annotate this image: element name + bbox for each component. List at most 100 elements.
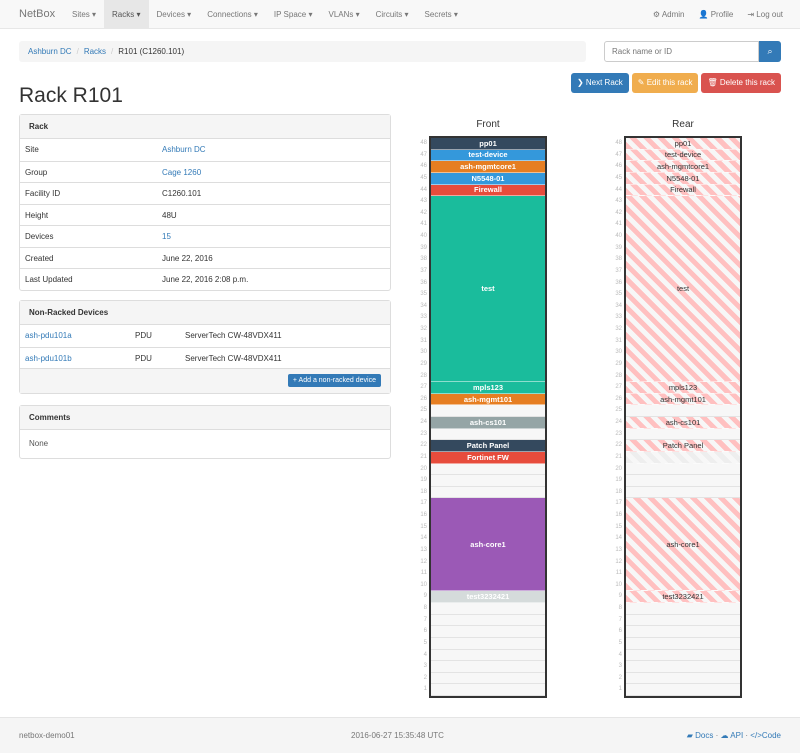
navbar: NetBox Sites ▾ Racks ▾ Devices ▾ Connection…	[0, 0, 800, 29]
rack-unit	[626, 615, 740, 627]
nav-right-item[interactable]: 👤 Profile	[698, 10, 734, 19]
unit-number: 22	[615, 442, 622, 449]
non-racked-panel: Non-Racked Devices ash-pdu101a PDU ServerT…	[19, 300, 391, 394]
api-link[interactable]: API	[730, 731, 744, 740]
unit-number: 18	[615, 488, 622, 495]
unit-number: 19	[615, 477, 622, 484]
rack-device[interactable]: test-device	[626, 149, 740, 162]
rack-device[interactable]: pp01	[431, 138, 545, 150]
rack-unit	[626, 487, 740, 499]
unit-number: 34	[420, 302, 427, 309]
next-rack-button[interactable]: ❯ Next Rack	[570, 73, 629, 93]
nav-item[interactable]: Racks ▾	[104, 0, 149, 29]
row-label: Group	[25, 167, 48, 177]
unit-number: 20	[615, 465, 622, 472]
nav-item[interactable]: Sites ▾	[72, 10, 97, 19]
nav-item[interactable]: VLANs ▾	[328, 10, 360, 19]
row-value[interactable]: 15	[162, 232, 171, 241]
unit-number: 16	[615, 512, 622, 518]
nav-item[interactable]: IP Space ▾	[273, 10, 313, 19]
code-link[interactable]: Code	[761, 731, 781, 740]
rack-device[interactable]: mpls123	[431, 382, 545, 394]
device-link[interactable]: ash-pdu101b	[25, 353, 72, 363]
docs-link[interactable]: Docs	[695, 731, 714, 740]
unit-number: 45	[615, 174, 622, 181]
unit-number: 1	[423, 686, 427, 693]
delete-rack-button[interactable]: 🗑 Delete this rack	[701, 73, 781, 93]
rack-device[interactable]	[626, 451, 740, 464]
unit-number: 3	[618, 663, 622, 670]
rack-device[interactable]: pp01	[626, 138, 740, 150]
rack-device[interactable]: ash-mgmt101	[626, 393, 740, 406]
nav-item[interactable]: Connections ▾	[207, 10, 258, 19]
rack-unit	[431, 405, 545, 417]
edit-rack-button[interactable]: ✎ Edit this rack	[631, 73, 699, 93]
unit-number: 18	[420, 488, 427, 495]
panel-heading: Comments	[20, 406, 390, 430]
rack-device[interactable]: Firewall	[626, 184, 740, 197]
rack-device[interactable]: test-device	[431, 149, 545, 162]
unit-number: 24	[420, 419, 427, 425]
nav-right-item[interactable]: ⚙ Admin	[652, 10, 685, 19]
rack-unit	[431, 603, 545, 615]
rack-device[interactable]: Fortinet FW	[431, 451, 545, 464]
unit-number: 37	[615, 267, 622, 274]
row-value[interactable]: Cage 1260	[162, 167, 202, 177]
rack-device[interactable]: ash-cs101	[626, 417, 740, 429]
rack-unit	[431, 475, 545, 487]
rack-unit	[431, 650, 545, 662]
breadcrumb: Ashburn DC / Racks / R101 (C1260.101)	[19, 41, 586, 62]
unit-number: 46	[420, 163, 427, 170]
unit-number: 47	[420, 151, 427, 158]
docs-icon: ▰	[686, 731, 693, 740]
unit-number: 36	[615, 279, 622, 286]
rack-device[interactable]: ash-core1	[431, 498, 545, 592]
breadcrumb-site[interactable]: Ashburn DC	[28, 47, 72, 56]
rack-device[interactable]: N5548-01	[626, 172, 740, 185]
rack-device[interactable]: ash-mgmtcore1	[626, 161, 740, 173]
rack-device[interactable]: test3232421	[431, 591, 545, 603]
device-type: ServerTech CW-48VDX411	[185, 331, 282, 340]
rack-device[interactable]: mpls123	[626, 382, 740, 394]
rack-device[interactable]: test	[431, 196, 545, 383]
panel-heading: Rack	[20, 115, 390, 139]
brand-logo[interactable]: NetBox	[19, 8, 56, 20]
add-non-racked-device-button[interactable]: + Add a non-racked device	[287, 374, 381, 387]
unit-number: 23	[420, 430, 427, 437]
row-label: Created	[25, 253, 54, 263]
unit-number: 38	[615, 256, 622, 263]
unit-number: 30	[615, 349, 622, 356]
unit-number: 38	[420, 256, 427, 263]
rack-device[interactable]: ash-core1	[626, 498, 740, 592]
unit-number: 14	[615, 535, 622, 542]
search-input[interactable]	[604, 41, 759, 62]
rack-device[interactable]: Firewall	[431, 184, 545, 197]
unit-number: 48	[615, 140, 622, 146]
unit-number: 26	[420, 395, 427, 402]
device-role: PDU	[135, 353, 152, 363]
unit-number: 32	[615, 326, 622, 332]
unit-number: 24	[615, 419, 622, 425]
nav-item[interactable]: Circuits ▾	[375, 10, 409, 19]
table-row: ash-pdu101a PDU ServerTech CW-48VDX411	[20, 325, 390, 347]
rack-device[interactable]: Patch Panel	[626, 440, 740, 452]
nav-item[interactable]: Devices ▾	[156, 10, 192, 19]
unit-number: 11	[420, 570, 427, 577]
rack-device[interactable]: ash-cs101	[431, 417, 545, 429]
device-link[interactable]: ash-pdu101a	[25, 331, 72, 340]
nav-right-item[interactable]: ⇥ Log out	[747, 10, 783, 19]
unit-number: 15	[420, 523, 427, 530]
unit-number: 27	[615, 384, 622, 391]
rack-device[interactable]: N5548-01	[431, 172, 545, 185]
unit-number: 13	[615, 546, 622, 553]
breadcrumb-racks[interactable]: Racks	[83, 47, 107, 56]
row-value[interactable]: Ashburn DC	[162, 145, 206, 154]
rack-device[interactable]: test3232421	[626, 591, 740, 603]
rack-device[interactable]: ash-mgmt101	[431, 393, 545, 406]
rack-device[interactable]: ash-mgmtcore1	[431, 161, 545, 173]
rack-device[interactable]: Patch Panel	[431, 440, 545, 452]
search-button[interactable]: ⌕	[759, 41, 781, 62]
rack-unit	[626, 429, 740, 441]
nav-item[interactable]: Secrets ▾	[424, 10, 458, 19]
rack-device[interactable]: test	[626, 196, 740, 383]
